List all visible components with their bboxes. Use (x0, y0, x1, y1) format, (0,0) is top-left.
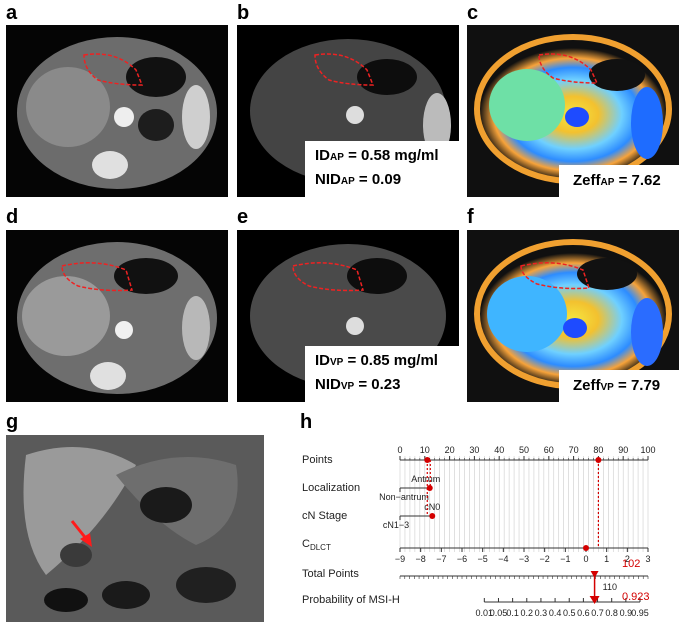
iodine-map-arterial: IDAP = 0.58 mg/ml NIDAP = 0.09 (237, 25, 459, 197)
cdlct-tick-label: −5 (478, 554, 488, 564)
localization-non-antrum-label: Non−antrum (379, 492, 429, 502)
total-tick-label: 110 (603, 582, 617, 592)
cdlct-tick-label: −1 (560, 554, 570, 564)
tumor-contour (61, 262, 133, 292)
points-tick-label: 20 (445, 445, 455, 455)
points-tick-label: 10 (420, 445, 430, 455)
probability-tick-label: 0.05 (490, 608, 508, 618)
tumor-contour (314, 53, 375, 86)
probability-tick-label: 0.1 (506, 608, 519, 618)
row-label-total-points: Total Points (302, 568, 359, 580)
points-tick-label: 90 (618, 445, 628, 455)
row-label-points: Points (302, 454, 333, 466)
cdlct-tick-label: −8 (416, 554, 426, 564)
points-tick-label: 100 (640, 445, 655, 455)
ct-image-venous (6, 230, 228, 402)
nomogram-svg: 0 10 20 30 40 50 60 70 80 90 100AntrumNon−antrumcN… (379, 445, 655, 618)
arrow-head-icon (80, 533, 92, 547)
probability-tick-label: 0.95 (631, 608, 649, 618)
points-marker (595, 457, 602, 463)
panel-letter-d: d (6, 206, 19, 228)
localization-antrum-label: Antrum (411, 474, 440, 484)
zeff-value-venous: ZeffVP = 7.79 (559, 370, 679, 402)
cdlct-tick-label: 1 (604, 554, 609, 564)
id-vp-line: IDVP = 0.85 mg/ml (315, 352, 438, 369)
cdlct-tick-label: −3 (519, 554, 529, 564)
panel-letter-c: c (467, 2, 479, 24)
probability-tick-label: 0.2 (521, 608, 534, 618)
cn13-label: cN1−3 (383, 520, 409, 530)
probability-tick-label: 0.9 (620, 608, 633, 618)
id-ap-line: IDAP = 0.58 mg/ml (315, 147, 439, 164)
ct-image-arterial (6, 25, 228, 197)
points-tick-label: 50 (519, 445, 529, 455)
probability-tick-label: 0.01 (476, 608, 494, 618)
tumor-contour (520, 262, 591, 290)
zeff-map-venous: ZeffVP = 7.79 (467, 230, 679, 402)
cdlct-marker (583, 545, 589, 551)
coronal-ct-image (6, 435, 264, 622)
cdlct-tick-label: −9 (395, 554, 405, 564)
panel-letter-b: b (237, 2, 250, 24)
tumor-contour (292, 262, 364, 292)
cdlct-tick-label: −4 (498, 554, 508, 564)
localization-marker (426, 485, 433, 491)
coronal-anatomy-overlay (6, 435, 264, 622)
cn-marker (429, 513, 436, 519)
panel-letter-h: h (300, 411, 313, 433)
total-marker (590, 571, 599, 578)
probability-tick-label: 0.8 (605, 608, 618, 618)
probability-tick-label: 0.4 (549, 608, 562, 618)
probability-tick-label: 0.7 (591, 608, 604, 618)
cdlct-tick-label: 2 (625, 554, 630, 564)
probability-tick-label: 0.5 (563, 608, 576, 618)
cdlct-tick-label: −2 (540, 554, 550, 564)
nomogram: 0 10 20 30 40 50 60 70 80 90 100 Antrum Non−antrum cN… (300, 432, 680, 624)
tumor-contour (538, 53, 599, 84)
ct-anatomy-overlay (17, 242, 217, 394)
cdlct-tick-label: −7 (436, 554, 446, 564)
points-marker (424, 457, 431, 463)
probability-tick-label: 0.3 (535, 608, 548, 618)
iodine-map-venous: IDVP = 0.85 mg/ml NIDVP = 0.23 (237, 230, 459, 402)
points-tick-label: 70 (569, 445, 579, 455)
panel-letter-e: e (237, 206, 249, 228)
cdlct-tick-label: −6 (457, 554, 467, 564)
ct-anatomy-overlay (17, 37, 217, 189)
nid-ap-line: NIDAP = 0.09 (315, 171, 402, 188)
points-tick-label: 80 (593, 445, 603, 455)
cn0-label: cN0 (424, 502, 440, 512)
points-tick-label: 30 (469, 445, 479, 455)
zeff-value-arterial: ZeffAP = 7.62 (559, 165, 679, 197)
row-label-cn-stage: cN Stage (302, 510, 348, 522)
probability-value: 0.923 (622, 591, 650, 603)
points-tick-label: 0 (397, 445, 402, 455)
zeff-map-arterial: ZeffAP = 7.62 (467, 25, 679, 197)
total-points-value: 102 (622, 558, 641, 570)
cdlct-tick-label: 0 (583, 554, 588, 564)
panel-letter-g: g (6, 411, 19, 433)
nid-vp-line: NIDVP = 0.23 (315, 376, 401, 393)
points-tick-label: 60 (544, 445, 554, 455)
panel-letter-f: f (467, 206, 474, 228)
row-label-probability: Probability of MSI-H (302, 594, 400, 606)
row-label-localization: Localization (302, 482, 361, 494)
points-tick-label: 40 (494, 445, 504, 455)
iodine-values-venous: IDVP = 0.85 mg/ml NIDVP = 0.23 (305, 346, 459, 402)
tumor-contour (83, 53, 144, 86)
panel-letter-a: a (6, 2, 18, 24)
probability-marker (589, 596, 600, 604)
probability-tick-label: 0.6 (577, 608, 590, 618)
iodine-values-arterial: IDAP = 0.58 mg/ml NIDAP = 0.09 (305, 141, 459, 197)
row-label-cdlct: CDLCT (302, 538, 331, 553)
cdlct-tick-label: 3 (645, 554, 650, 564)
